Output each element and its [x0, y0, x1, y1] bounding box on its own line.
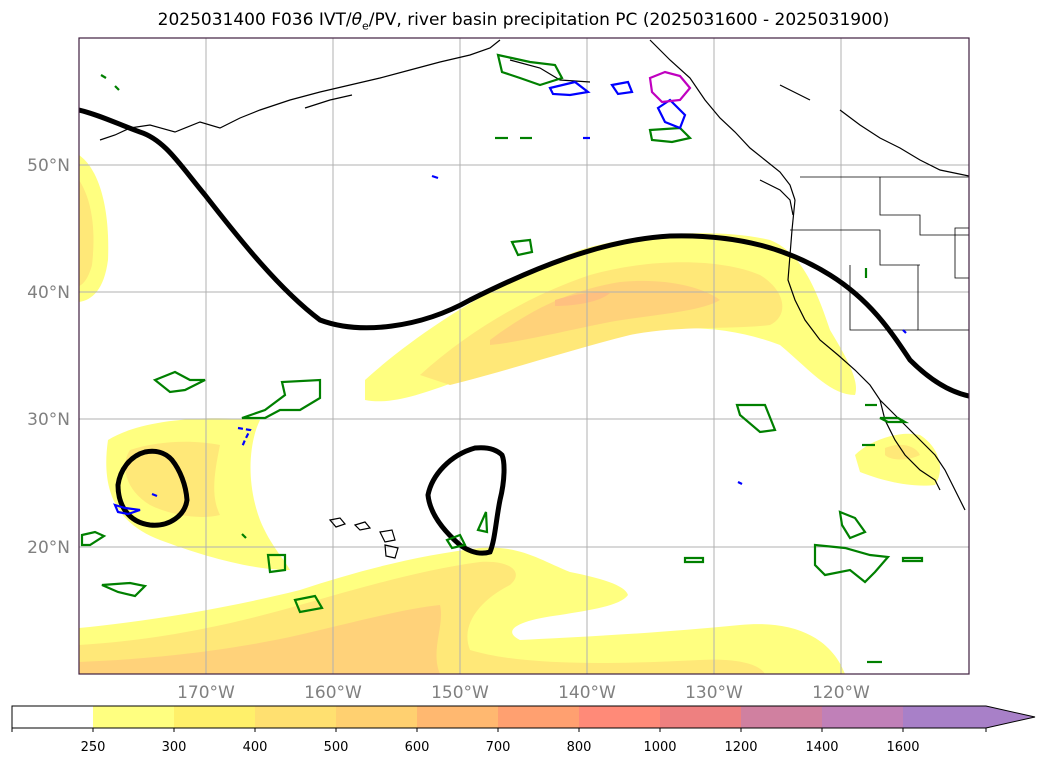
colorbar-label: 300	[162, 740, 187, 755]
map-title: 2025031400 F036 IVT/θe/PV, river basin p…	[157, 10, 890, 33]
lon-label-140w: 140°W	[558, 683, 616, 703]
colorbar-segment	[417, 706, 498, 728]
colorbar-segment	[93, 706, 174, 728]
colorbar-segment	[336, 706, 417, 728]
colorbar-label: 700	[486, 740, 511, 755]
lat-label-20: 20°N	[27, 538, 70, 558]
lat-label-40: 40°N	[27, 283, 70, 303]
colorbar-segment	[12, 706, 93, 728]
colorbar-outline	[11, 705, 1036, 729]
colorbar-label: 1600	[886, 740, 919, 755]
colorbar-ticks	[11, 728, 987, 732]
colorbar-segment	[660, 706, 741, 728]
lon-label-130w: 130°W	[685, 683, 743, 703]
colorbar: 250 300 400 500 600 700 800 1000 1200 14…	[11, 705, 1036, 755]
colorbar-segment	[579, 706, 660, 728]
pv-contours	[79, 107, 969, 556]
ivt-shading	[79, 155, 940, 674]
lon-label-150w: 150°W	[431, 683, 489, 703]
lon-label-170w: 170°W	[177, 683, 235, 703]
colorbar-segment	[822, 706, 903, 728]
colorbar-label: 400	[243, 740, 268, 755]
colorbar-label: 1200	[724, 740, 757, 755]
lat-label-30: 30°N	[27, 410, 70, 430]
lat-label-50: 50°N	[27, 156, 70, 176]
colorbar-label: 1000	[643, 740, 676, 755]
colorbar-label: 500	[324, 740, 349, 755]
colorbar-segment	[741, 706, 822, 728]
precip-pc-contours	[80, 53, 924, 664]
lon-label-160w: 160°W	[304, 683, 362, 703]
graticule	[79, 38, 969, 674]
colorbar-label: 600	[405, 740, 430, 755]
lon-label-120w: 120°W	[812, 683, 870, 703]
colorbar-label: 800	[567, 740, 592, 755]
colorbar-label: 250	[81, 740, 106, 755]
map-frame	[78, 37, 970, 675]
colorbar-segment	[174, 706, 255, 728]
colorbar-label: 1400	[805, 740, 838, 755]
colorbar-segment	[498, 706, 579, 728]
colorbar-segment	[255, 706, 336, 728]
colorbar-extend-arrow	[903, 706, 1035, 728]
coastlines	[99, 39, 969, 559]
